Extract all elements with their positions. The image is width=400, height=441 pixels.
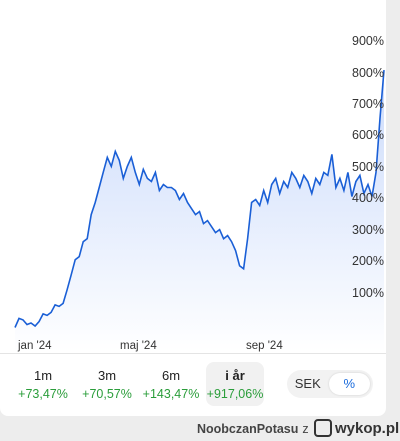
chart-area-fill	[15, 70, 384, 352]
period-label: 6m	[161, 367, 181, 383]
chart-card: 900% 800% 700% 600% 500% 400% 300% 200% …	[0, 0, 386, 416]
period-1m[interactable]: 1m +73,47%	[14, 362, 72, 406]
x-tick-label: sep '24	[246, 340, 283, 352]
period-6m[interactable]: 6m +143,47%	[142, 362, 200, 406]
watermark-author: NoobczanPotasu z	[197, 422, 309, 436]
period-return: +917,06%	[206, 386, 264, 401]
y-tick-label: 700%	[352, 97, 384, 111]
y-axis-ticks: 900% 800% 700% 600% 500% 400% 300% 200% …	[352, 34, 384, 300]
divider	[0, 353, 386, 354]
period-return: +73,47%	[18, 386, 68, 401]
price-chart: 900% 800% 700% 600% 500% 400% 300% 200% …	[14, 34, 385, 352]
wykop-logo: wykop.pl	[314, 418, 399, 438]
chart-series-line	[14, 70, 385, 328]
y-tick-label: 300%	[352, 223, 384, 237]
toggle-sek[interactable]: SEK	[294, 376, 321, 391]
logo-text: wykop.pl	[335, 419, 400, 437]
period-selector: 1m +73,47% 3m +70,57% 6m +143,47% i år +…	[14, 362, 264, 406]
unit-toggle: SEK %	[287, 370, 373, 398]
period-3m[interactable]: 3m +70,57%	[78, 362, 136, 406]
toggle-percent[interactable]: %	[328, 373, 370, 395]
period-label: 3m	[97, 367, 117, 383]
x-tick-label: maj '24	[120, 340, 157, 352]
y-tick-label: 900%	[352, 34, 384, 48]
y-tick-label: 200%	[352, 254, 384, 268]
author-suffix: z	[302, 422, 309, 436]
author-name: NoobczanPotasu	[197, 422, 299, 436]
period-label: 1m	[33, 367, 53, 383]
wykop-logo-icon	[314, 419, 332, 437]
period-return: +143,47%	[142, 386, 200, 401]
period-return: +70,57%	[82, 386, 132, 401]
y-tick-label: 100%	[352, 286, 384, 300]
y-tick-label: 800%	[352, 66, 384, 80]
period-ytd[interactable]: i år +917,06%	[206, 362, 264, 406]
x-axis-ticks: jan '24 maj '24 sep '24	[17, 340, 283, 352]
y-tick-label: 600%	[352, 128, 384, 142]
y-tick-label: 500%	[352, 160, 384, 174]
x-tick-label: jan '24	[17, 340, 52, 352]
period-label: i år	[225, 367, 245, 383]
watermark-bar: NoobczanPotasu z wykop.pl	[0, 416, 400, 441]
y-tick-label: 400%	[352, 191, 384, 205]
